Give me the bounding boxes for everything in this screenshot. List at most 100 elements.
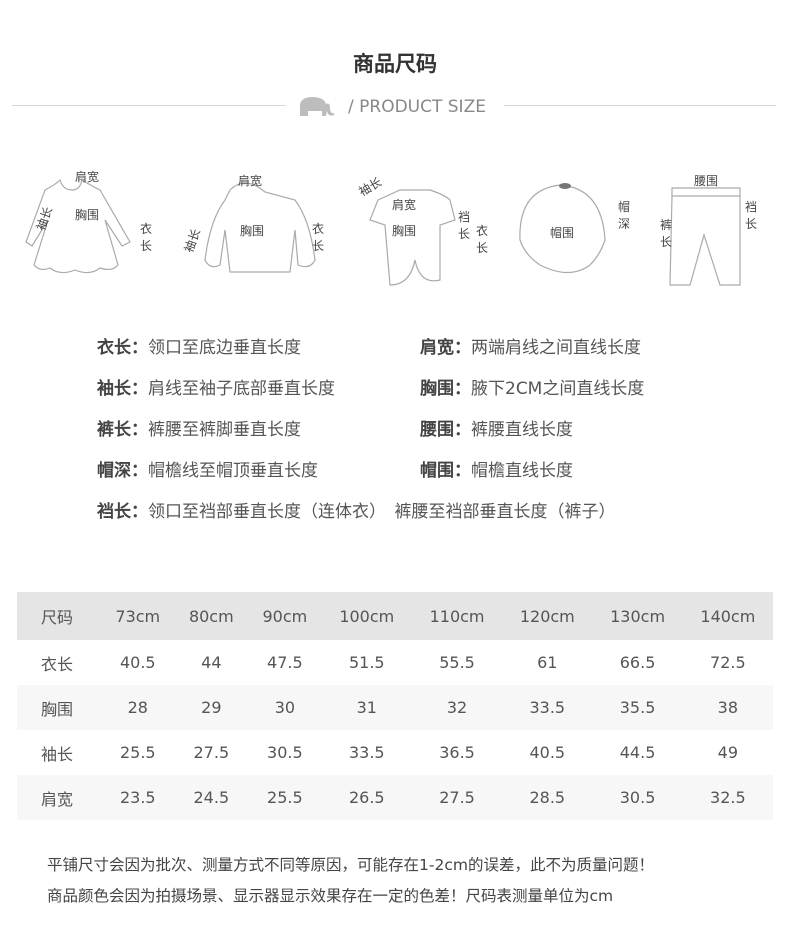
definition-term: 裤长：	[97, 420, 148, 440]
table-cell: 袖长	[41, 744, 74, 764]
table-cell: 55.5	[439, 653, 475, 672]
definition-desc: 帽檐直线长度	[471, 461, 573, 481]
definition-desc: 裤腰至裤脚垂直长度	[148, 420, 301, 440]
table-cell: 80cm	[174, 592, 249, 640]
definition-item: 帽围：帽檐直线长度	[420, 456, 573, 481]
table-cell: 36.5	[439, 743, 475, 762]
table-row: 尺码 73cm 80cm 90cm 100cm 110cm 120cm 130cm 140cm	[17, 592, 773, 640]
label: 衣长	[312, 222, 325, 253]
table-row: 衣长 40.5 44 47.5 51.5 55.5 61 66.5 72.5	[17, 640, 773, 685]
table-cell: 30.5	[592, 775, 683, 820]
table-cell: 26.5	[321, 775, 412, 820]
label: 裤长	[660, 218, 673, 249]
table-cell: 66.5	[619, 653, 656, 672]
table-cell: 110cm	[411, 592, 503, 640]
label: 肩宽	[75, 170, 100, 184]
label: 帽围	[550, 226, 575, 240]
table-cell: 72.5	[710, 653, 746, 672]
table-cell: 120cm	[502, 592, 593, 640]
definition-desc: 领口至底边垂直长度	[148, 338, 301, 358]
divider	[12, 105, 286, 106]
table-cell: 44	[201, 653, 222, 672]
table-cell: 尺码	[17, 592, 101, 640]
label: 衣长	[140, 222, 153, 253]
hoodie-illustration	[204, 182, 316, 273]
definition-desc: 裤腰直线长度	[471, 420, 573, 440]
table-cell: 32.5	[682, 775, 773, 820]
table-cell: 28	[101, 685, 175, 730]
table-cell: 胸围	[17, 685, 101, 730]
definition-term: 帽围：	[420, 461, 471, 481]
table-cell: 33.5	[502, 685, 593, 730]
label: 裆长	[458, 210, 471, 241]
definition-item: 衣长：领口至底边垂直长度	[97, 333, 301, 358]
label: 肩宽	[238, 174, 263, 188]
table-cell: 40.5	[119, 653, 156, 672]
table-cell: 30	[248, 685, 322, 730]
definition-item: 胸围：腋下2CM之间直线长度	[420, 374, 644, 399]
table-cell: 130cm	[592, 592, 683, 640]
definition-item: 裆长：领口至裆部垂直长度（连体衣） 裤腰至裆部垂直长度（裤子）	[97, 497, 616, 522]
table-cell: 73cm	[101, 592, 175, 640]
table-row: 袖长 25.5 27.5 30.5 33.5 36.5 40.5 44.5 49	[17, 730, 773, 775]
definition-desc: 帽檐线至帽顶垂直长度	[148, 461, 318, 481]
table-cell: 38	[682, 685, 773, 730]
label: 腰围	[694, 174, 719, 188]
definition-desc: 肩线至袖子底部垂直长度	[148, 379, 335, 399]
definition-term: 袖长：	[97, 379, 148, 399]
definition-term: 胸围：	[420, 379, 471, 399]
label: 肩宽	[392, 198, 417, 212]
label: 胸围	[75, 208, 100, 222]
note: 平铺尺寸会因为批次、测量方式不同等原因，可能存在1-2cm的误差，此不为质量问题…	[47, 856, 654, 874]
page-title: 商品尺码	[353, 52, 437, 76]
label: 帽深	[618, 200, 631, 231]
table-cell: 40.5	[529, 743, 566, 762]
label: 衣长	[476, 224, 489, 255]
definition-item: 腰围：裤腰直线长度	[420, 415, 573, 440]
table-cell: 33.5	[348, 743, 385, 762]
definition-item: 肩宽：两端肩线之间直线长度	[420, 333, 641, 358]
definition-desc: 两端肩线之间直线长度	[471, 338, 641, 358]
table-cell: 24.5	[174, 775, 249, 820]
elephant-icon	[300, 97, 334, 116]
subtitle: / PRODUCT SIZE	[296, 94, 486, 120]
romper-illustration	[369, 189, 456, 286]
definition-item: 裤长：裤腰至裤脚垂直长度	[97, 415, 301, 440]
garment-illustrations	[25, 178, 741, 286]
table-cell: 29	[174, 685, 249, 730]
label: 胸围	[240, 224, 265, 238]
table-cell: 衣长	[41, 654, 74, 674]
definition-desc: 领口至裆部垂直长度（连体衣） 裤腰至裆部垂直长度（裤子）	[148, 502, 616, 522]
table-cell: 30.5	[267, 743, 303, 762]
definition-desc: 腋下2CM之间直线长度	[471, 379, 645, 399]
table-cell: 27.5	[411, 775, 503, 820]
definition-term: 裆长：	[97, 502, 148, 522]
table-cell: 51.5	[348, 653, 385, 672]
definition-item: 帽深：帽檐线至帽顶垂直长度	[97, 456, 318, 481]
table-cell: 肩宽	[17, 775, 101, 820]
table-cell: 25.5	[119, 743, 156, 762]
divider	[504, 105, 776, 106]
size-table: 尺码 73cm 80cm 90cm 100cm 110cm 120cm 130cm 140cm 衣…	[17, 592, 773, 820]
note: 商品颜色会因为拍摄场景、显示器显示效果存在一定的色差！尺码表测量单位为cm	[47, 887, 614, 905]
subtitle-text: / PRODUCT SIZE	[348, 97, 486, 117]
table-cell: 27.5	[193, 743, 230, 762]
table-cell: 90cm	[248, 592, 322, 640]
table-row: 肩宽 23.5 24.5 25.5 26.5 27.5 28.5 30.5 32.5	[17, 775, 773, 820]
table-cell: 25.5	[248, 775, 322, 820]
dress-illustration	[25, 178, 131, 274]
cap-illustration	[519, 183, 606, 274]
definition-term: 肩宽：	[420, 338, 471, 358]
table-cell: 140cm	[682, 592, 773, 640]
label: 裆长	[745, 200, 758, 231]
table-cell: 100cm	[321, 592, 412, 640]
definition-item: 袖长：肩线至袖子底部垂直长度	[97, 374, 335, 399]
table-row: 胸围 28 29 30 31 32 33.5 35.5 38	[17, 685, 773, 730]
table-cell: 31	[321, 685, 412, 730]
table-cell: 47.5	[267, 653, 303, 672]
label: 胸围	[392, 224, 417, 238]
definition-term: 帽深：	[97, 461, 148, 481]
table-cell: 61	[537, 653, 558, 672]
table-cell: 28.5	[502, 775, 593, 820]
pants-illustration	[669, 187, 741, 286]
